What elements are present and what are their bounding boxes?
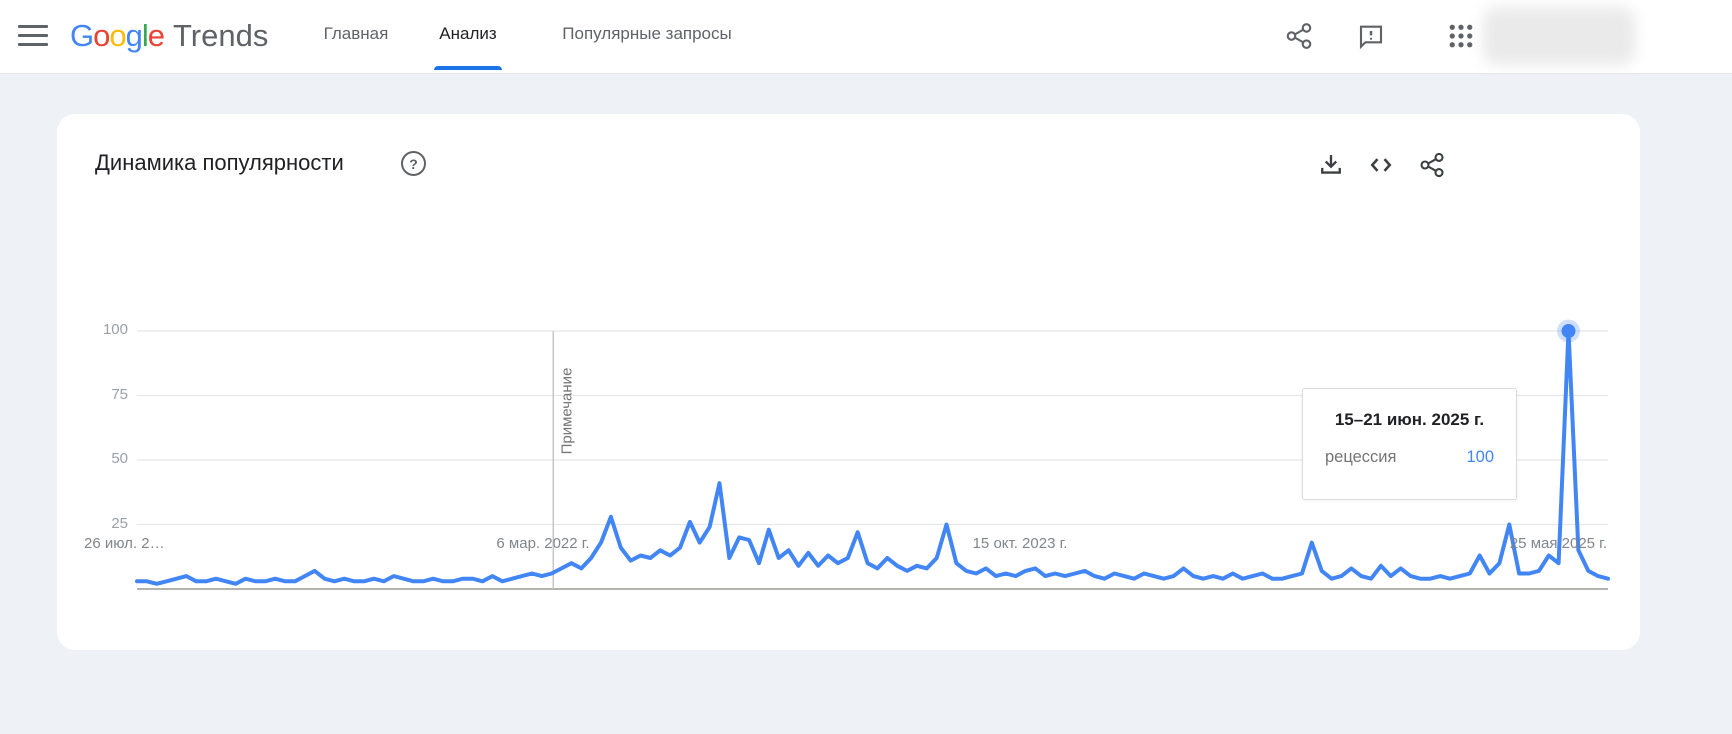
tooltip-term: рецессия (1325, 448, 1397, 466)
x-tick-3: 25 мая 2025 г. (1509, 535, 1607, 552)
chart-tooltip: 15–21 июн. 2025 г. рецессия 100 (1302, 388, 1517, 500)
x-tick-0: 26 июл. 2… (84, 535, 165, 552)
page-title: Динамика популярности (95, 150, 344, 175)
logo-suffix: Trends (173, 18, 269, 53)
logo-letter: e (147, 18, 165, 53)
x-tick-1: 6 мар. 2022 г. (496, 535, 590, 552)
logo-letter: G (70, 18, 94, 53)
active-tab-underline (434, 66, 502, 70)
tab-home[interactable]: Главная (323, 24, 389, 43)
download-icon[interactable] (1317, 151, 1345, 179)
apps-grid-icon[interactable] (1446, 21, 1476, 51)
app-header: Google Trends Главная Анализ Популярные з… (0, 0, 1732, 74)
avatar[interactable] (1483, 7, 1635, 65)
share-chart-icon[interactable] (1418, 151, 1446, 179)
menu-icon[interactable] (18, 25, 48, 47)
feedback-icon[interactable] (1356, 21, 1386, 51)
help-icon[interactable]: ? (401, 151, 426, 176)
logo-letter: o (93, 18, 110, 53)
y-tick-100: 100 (102, 321, 128, 338)
interest-over-time-card (57, 114, 1640, 650)
google-trends-logo[interactable]: Google Trends (70, 18, 268, 54)
y-tick-25: 25 (111, 515, 128, 532)
y-tick-75: 75 (111, 386, 128, 403)
tooltip-value: 100 (1466, 448, 1494, 466)
embed-code-icon[interactable] (1367, 151, 1395, 179)
tab-trending[interactable]: Популярные запросы (562, 24, 732, 43)
logo-letter: g (125, 18, 143, 53)
logo-letter: o (109, 18, 126, 53)
annotation-label: Примечание (558, 367, 576, 455)
y-tick-50: 50 (111, 450, 128, 467)
share-icon[interactable] (1284, 21, 1314, 51)
tooltip-date: 15–21 июн. 2025 г. (1334, 410, 1485, 429)
tab-explore[interactable]: Анализ (439, 24, 497, 43)
x-tick-2: 15 окт. 2023 г. (972, 535, 1068, 552)
logo-letter: l (141, 18, 149, 53)
